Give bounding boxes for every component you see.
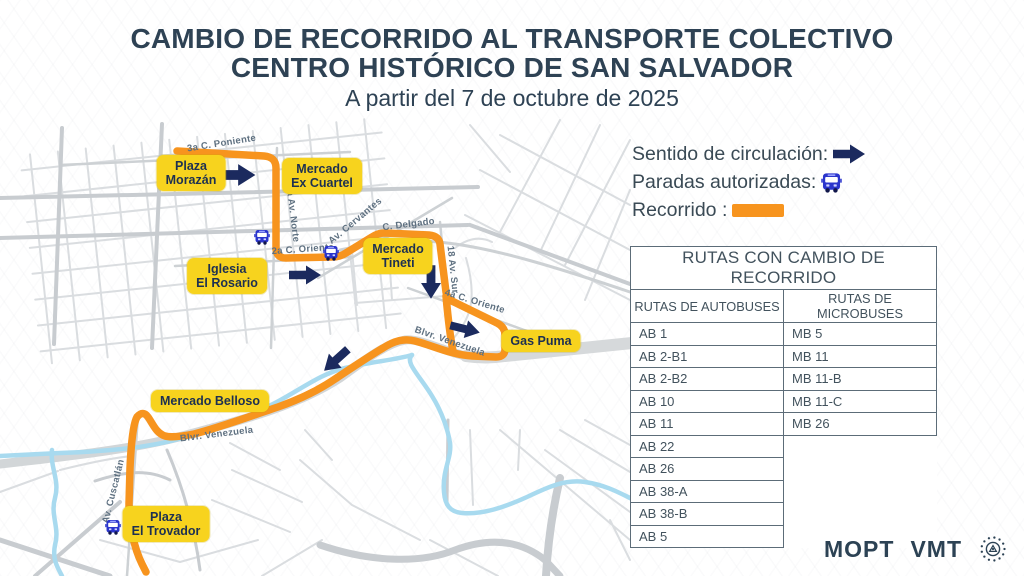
table-row: AB 11 MB 26 (630, 412, 937, 436)
route-color-swatch (732, 203, 785, 217)
empty-cell (784, 503, 937, 526)
route-cell: MB 5 (783, 322, 937, 346)
title-subtitle: A partir del 7 de octubre de 2025 (345, 85, 679, 112)
route-cell: AB 2-B1 (630, 344, 784, 368)
street-label: 18 Av. Sur (445, 245, 461, 294)
street-label: Av. Cuscatlán (100, 458, 127, 524)
route-cell: AB 2-B2 (630, 367, 784, 391)
empty-cell (784, 458, 937, 481)
route-cell: MB 11-B (783, 367, 937, 391)
column-header-autobuses: RUTAS DE AUTOBUSES (630, 289, 784, 323)
routes-table-title: RUTAS CON CAMBIO DE RECORRIDO (630, 246, 937, 290)
table-row: AB 26 (630, 457, 937, 481)
route-cell: AB 11 (630, 412, 784, 436)
map-legend: Sentido de circulación: Paradas autoriza… (632, 140, 866, 224)
bus-stop-icon (254, 230, 270, 245)
boulevards (0, 335, 638, 469)
vmt-logo: VMT (910, 535, 962, 562)
route-cell: AB 22 (630, 434, 784, 458)
mopt-logo: MOPT (823, 535, 895, 562)
direction-arrow-icon (289, 265, 321, 285)
route-cell: AB 1 (630, 322, 784, 346)
bus-stop-icon (105, 520, 121, 535)
table-row: AB 2-B2 MB 11-B (630, 367, 937, 391)
route-cell: AB 38-B (630, 502, 784, 526)
street-grid (0, 118, 631, 576)
table-row: AB 38-B (630, 502, 937, 526)
legend-direction-row: Sentido de circulación: (632, 140, 866, 168)
table-row: AB 5 (630, 524, 937, 548)
street-label: 2a C. Oriente (271, 242, 334, 257)
legend-stops-row: Paradas autorizadas: (632, 168, 865, 196)
route-cell: AB 10 (630, 389, 784, 413)
table-row: AB 10 MB 11-C (630, 389, 937, 413)
legend-direction-label: Sentido de circulación: (632, 142, 829, 165)
route-cell: AB 38-A (630, 479, 784, 503)
bus-stop-icon (821, 172, 843, 193)
route-cell: MB 11 (783, 344, 937, 368)
empty-cell (784, 480, 937, 503)
column-header-microbuses: RUTAS DE MICROBUSES (783, 289, 937, 323)
title-line-2: CENTRO HISTÓRICO DE SAN SALVADOR (230, 52, 794, 84)
table-row: AB 1 MB 5 (630, 322, 937, 346)
table-row: AB 22 (630, 434, 937, 458)
routes-table: RUTAS CON CAMBIO DE RECORRIDO RUTAS DE A… (630, 246, 937, 548)
direction-arrow-icon (833, 144, 866, 164)
route-cell: AB 26 (630, 457, 784, 481)
legend-stops-label: Paradas autorizadas: (632, 170, 817, 193)
empty-cell (784, 435, 937, 458)
title-line-1: CAMBIO DE RECORRIDO AL TRANSPORTE COLECT… (130, 23, 894, 54)
legend-route-label: Recorrido : (632, 198, 728, 221)
poster-title: CAMBIO DE RECORRIDO AL TRANSPORTE COLECT… (0, 24, 1024, 112)
route-cell: MB 11-C (783, 389, 937, 413)
table-row: AB 38-A (630, 479, 937, 503)
bus-route-path (125, 147, 509, 576)
footer-logos: MOPT VMT (824, 534, 1008, 564)
table-row: AB 2-B1 MB 11 (630, 344, 937, 368)
route-cell: MB 26 (783, 412, 937, 436)
direction-arrow-icon (218, 164, 256, 186)
el-salvador-seal-icon (980, 536, 1006, 562)
legend-route-row: Recorrido : (632, 196, 865, 224)
route-cell: AB 5 (630, 524, 784, 548)
